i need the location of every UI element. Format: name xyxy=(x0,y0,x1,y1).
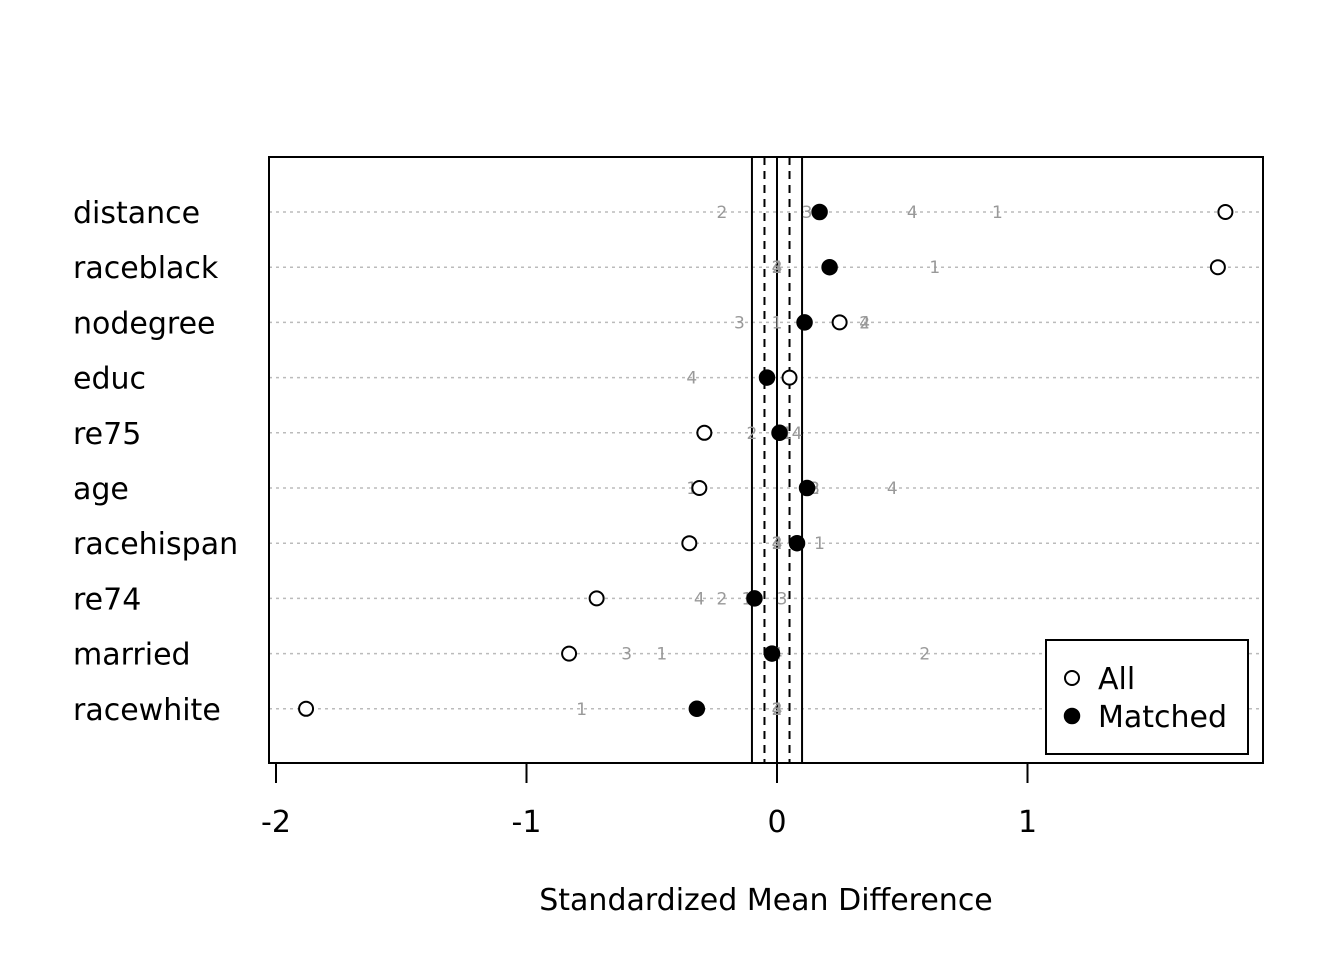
point-all-age xyxy=(691,480,708,496)
subclass-label: 1 xyxy=(656,645,667,665)
x-axis: -2 -1 0 1 xyxy=(261,762,1037,840)
variable-label-re74: re74 xyxy=(73,582,141,617)
legend-all-marker xyxy=(1064,670,1080,686)
point-all-educ xyxy=(781,369,798,386)
subclass-label: 3 xyxy=(802,203,813,223)
variable-label-racewhite: racewhite xyxy=(73,693,221,728)
grid-lines xyxy=(269,211,1263,710)
subclass-label: 2 xyxy=(716,589,727,609)
subclass-label: 2 xyxy=(772,534,783,554)
point-matched-re75 xyxy=(771,424,788,442)
subclass-label: 3 xyxy=(772,534,783,554)
variable-labels: distance raceblack nodegree educ re75 age race… xyxy=(73,196,238,728)
subclass-label: 3 xyxy=(772,700,783,720)
legend: All Matched xyxy=(1045,639,1249,755)
point-all-nodegree xyxy=(831,314,848,331)
variable-label-educ: educ xyxy=(73,362,146,397)
variable-label-raceblack: raceblack xyxy=(73,251,219,286)
point-matched-racewhite xyxy=(688,700,706,718)
subclass-labels: 234123413142421412342341421331421234 xyxy=(576,203,1003,720)
point-all-racewhite xyxy=(298,700,315,717)
subclass-label: 2 xyxy=(919,645,930,665)
point-all-married xyxy=(561,645,578,662)
subclass-label: 4 xyxy=(907,203,918,223)
legend-matched-label: Matched xyxy=(1098,700,1227,735)
point-all-distance xyxy=(1217,204,1234,220)
point-all-re74 xyxy=(588,590,605,607)
point-matched-married xyxy=(763,645,781,662)
x-tick-label: 0 xyxy=(767,805,786,840)
subclass-label: 4 xyxy=(694,589,705,609)
subclass-label: 4 xyxy=(792,424,803,444)
variable-label-distance: distance xyxy=(73,196,200,231)
subclass-label: 4 xyxy=(772,700,783,720)
legend-all-label: All xyxy=(1098,662,1135,697)
variable-label-racehispan: racehispan xyxy=(73,527,238,562)
point-matched-nodegree xyxy=(796,314,813,331)
point-all-raceblack xyxy=(1209,259,1226,276)
point-matched-re74 xyxy=(746,590,763,607)
subclass-label: 2 xyxy=(772,700,783,720)
subclass-label: 4 xyxy=(887,479,898,499)
subclass-label: 4 xyxy=(686,369,697,389)
reference-lines xyxy=(750,157,804,763)
variable-label-age: age xyxy=(73,472,129,507)
subclass-label: 3 xyxy=(621,645,632,665)
subclass-label: 2 xyxy=(747,424,758,444)
x-tick-label: 1 xyxy=(1018,805,1037,840)
subclass-label: 1 xyxy=(992,203,1003,223)
point-matched-educ xyxy=(758,369,776,386)
x-tick-label: -1 xyxy=(512,805,542,840)
point-matched-raceblack xyxy=(821,258,838,276)
subclass-label: 1 xyxy=(772,313,783,333)
subclass-label: 2 xyxy=(716,203,727,223)
legend-matched-marker xyxy=(1063,707,1081,725)
variable-label-nodegree: nodegree xyxy=(73,306,216,341)
legend-box xyxy=(1045,639,1249,755)
subclass-label: 4 xyxy=(772,258,783,278)
subclass-label: 1 xyxy=(576,700,587,720)
point-all-re75 xyxy=(696,424,713,441)
variable-label-married: married xyxy=(73,638,191,673)
subclass-label: 4 xyxy=(859,313,870,333)
point-all-racehispan xyxy=(681,535,698,552)
points xyxy=(298,203,1234,718)
variable-label-re75: re75 xyxy=(73,417,141,452)
subclass-label: 3 xyxy=(772,258,783,278)
point-matched-racehispan xyxy=(788,534,806,552)
subclass-label: 2 xyxy=(859,313,870,333)
subclass-label: 2 xyxy=(772,258,783,278)
subclass-label: 3 xyxy=(777,589,788,609)
subclass-label: 1 xyxy=(814,534,825,554)
subclass-label: 3 xyxy=(734,313,745,333)
subclass-label: 1 xyxy=(929,258,940,278)
x-axis-title: Standardized Mean Difference xyxy=(539,883,993,918)
point-matched-distance xyxy=(811,203,828,221)
subclass-label: 4 xyxy=(772,534,783,554)
point-matched-age xyxy=(798,479,816,497)
x-tick-label: -2 xyxy=(261,805,291,840)
